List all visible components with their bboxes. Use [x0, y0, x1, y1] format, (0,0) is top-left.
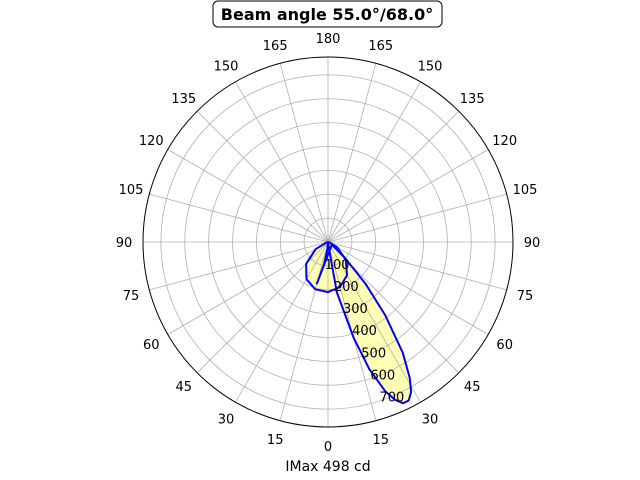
angle-tick-label: 135: [171, 92, 196, 107]
grid-spoke: [327, 193, 507, 243]
grid-spoke: [196, 110, 329, 243]
grid-spoke: [235, 241, 329, 403]
angle-tick-label: 60: [143, 338, 160, 353]
angle-tick-label: 180: [316, 32, 341, 47]
angle-tick-label: 90: [524, 236, 541, 251]
grid-spoke: [327, 110, 460, 243]
angle-tick-label: 120: [492, 134, 517, 149]
grid-spoke: [279, 241, 329, 421]
radial-tick-label: 400: [352, 324, 377, 339]
x-axis-label: IMax 498 cd: [285, 459, 370, 475]
title-box: [212, 0, 443, 28]
angle-tick-label: 75: [517, 289, 534, 304]
polar-frame: [142, 56, 514, 428]
angle-tick-label: 15: [267, 433, 284, 448]
angle-tick-label: 45: [464, 380, 481, 395]
radial-tick-label: 200: [334, 280, 359, 295]
series-fill: [306, 242, 348, 293]
title-group: Beam angle 55.0°/68.0°: [212, 0, 443, 28]
radial-tick-label: 700: [379, 390, 404, 405]
angle-tick-label: 60: [496, 338, 513, 353]
angle-tick-label: 150: [418, 59, 443, 74]
grid-spoke: [327, 241, 421, 403]
grid-spoke: [279, 63, 329, 243]
grid-spoke: [327, 81, 421, 243]
angle-tick-label: 30: [422, 413, 439, 428]
grid-spoke: [167, 149, 329, 243]
radial-tick-label: 100: [325, 258, 350, 273]
angle-tick-label: 90: [116, 236, 133, 251]
grid-spoke: [149, 193, 329, 243]
angle-tick-label: 120: [139, 134, 164, 149]
fill-layer: [306, 242, 412, 404]
angle-tick-label: 0: [324, 440, 332, 455]
grid-spoke: [167, 241, 329, 335]
grid-spoke: [235, 81, 329, 243]
radial-tick-label: 300: [343, 302, 368, 317]
grid-spoke: [327, 241, 507, 291]
radial-tick-label: 500: [361, 346, 386, 361]
angle-tick-label: 105: [119, 183, 144, 198]
angle-tick-label: 135: [460, 92, 485, 107]
angle-tick-label: 105: [513, 183, 538, 198]
angle-tick-label: 75: [123, 289, 140, 304]
angle-tick-label: 165: [263, 39, 288, 54]
series-layer: [305, 241, 413, 405]
chart-title: Beam angle 55.0°/68.0°: [221, 5, 433, 24]
angle-tick-label: 150: [214, 59, 239, 74]
label-layer: 0 15 30 45 60 75 90 105 120 135 150 165 180 15 30 45 60 7…: [116, 32, 541, 455]
angle-tick-label: 30: [218, 413, 235, 428]
grid-spoke: [327, 241, 489, 335]
grid-spoke: [327, 63, 377, 243]
grid-spoke: [327, 149, 489, 243]
angle-tick-label: 15: [373, 433, 390, 448]
series-line: [305, 241, 349, 294]
angle-tick-label: 45: [176, 380, 193, 395]
angle-tick-label: 165: [368, 39, 393, 54]
grid-spoke: [149, 241, 329, 291]
radial-tick-label: 600: [370, 368, 395, 383]
